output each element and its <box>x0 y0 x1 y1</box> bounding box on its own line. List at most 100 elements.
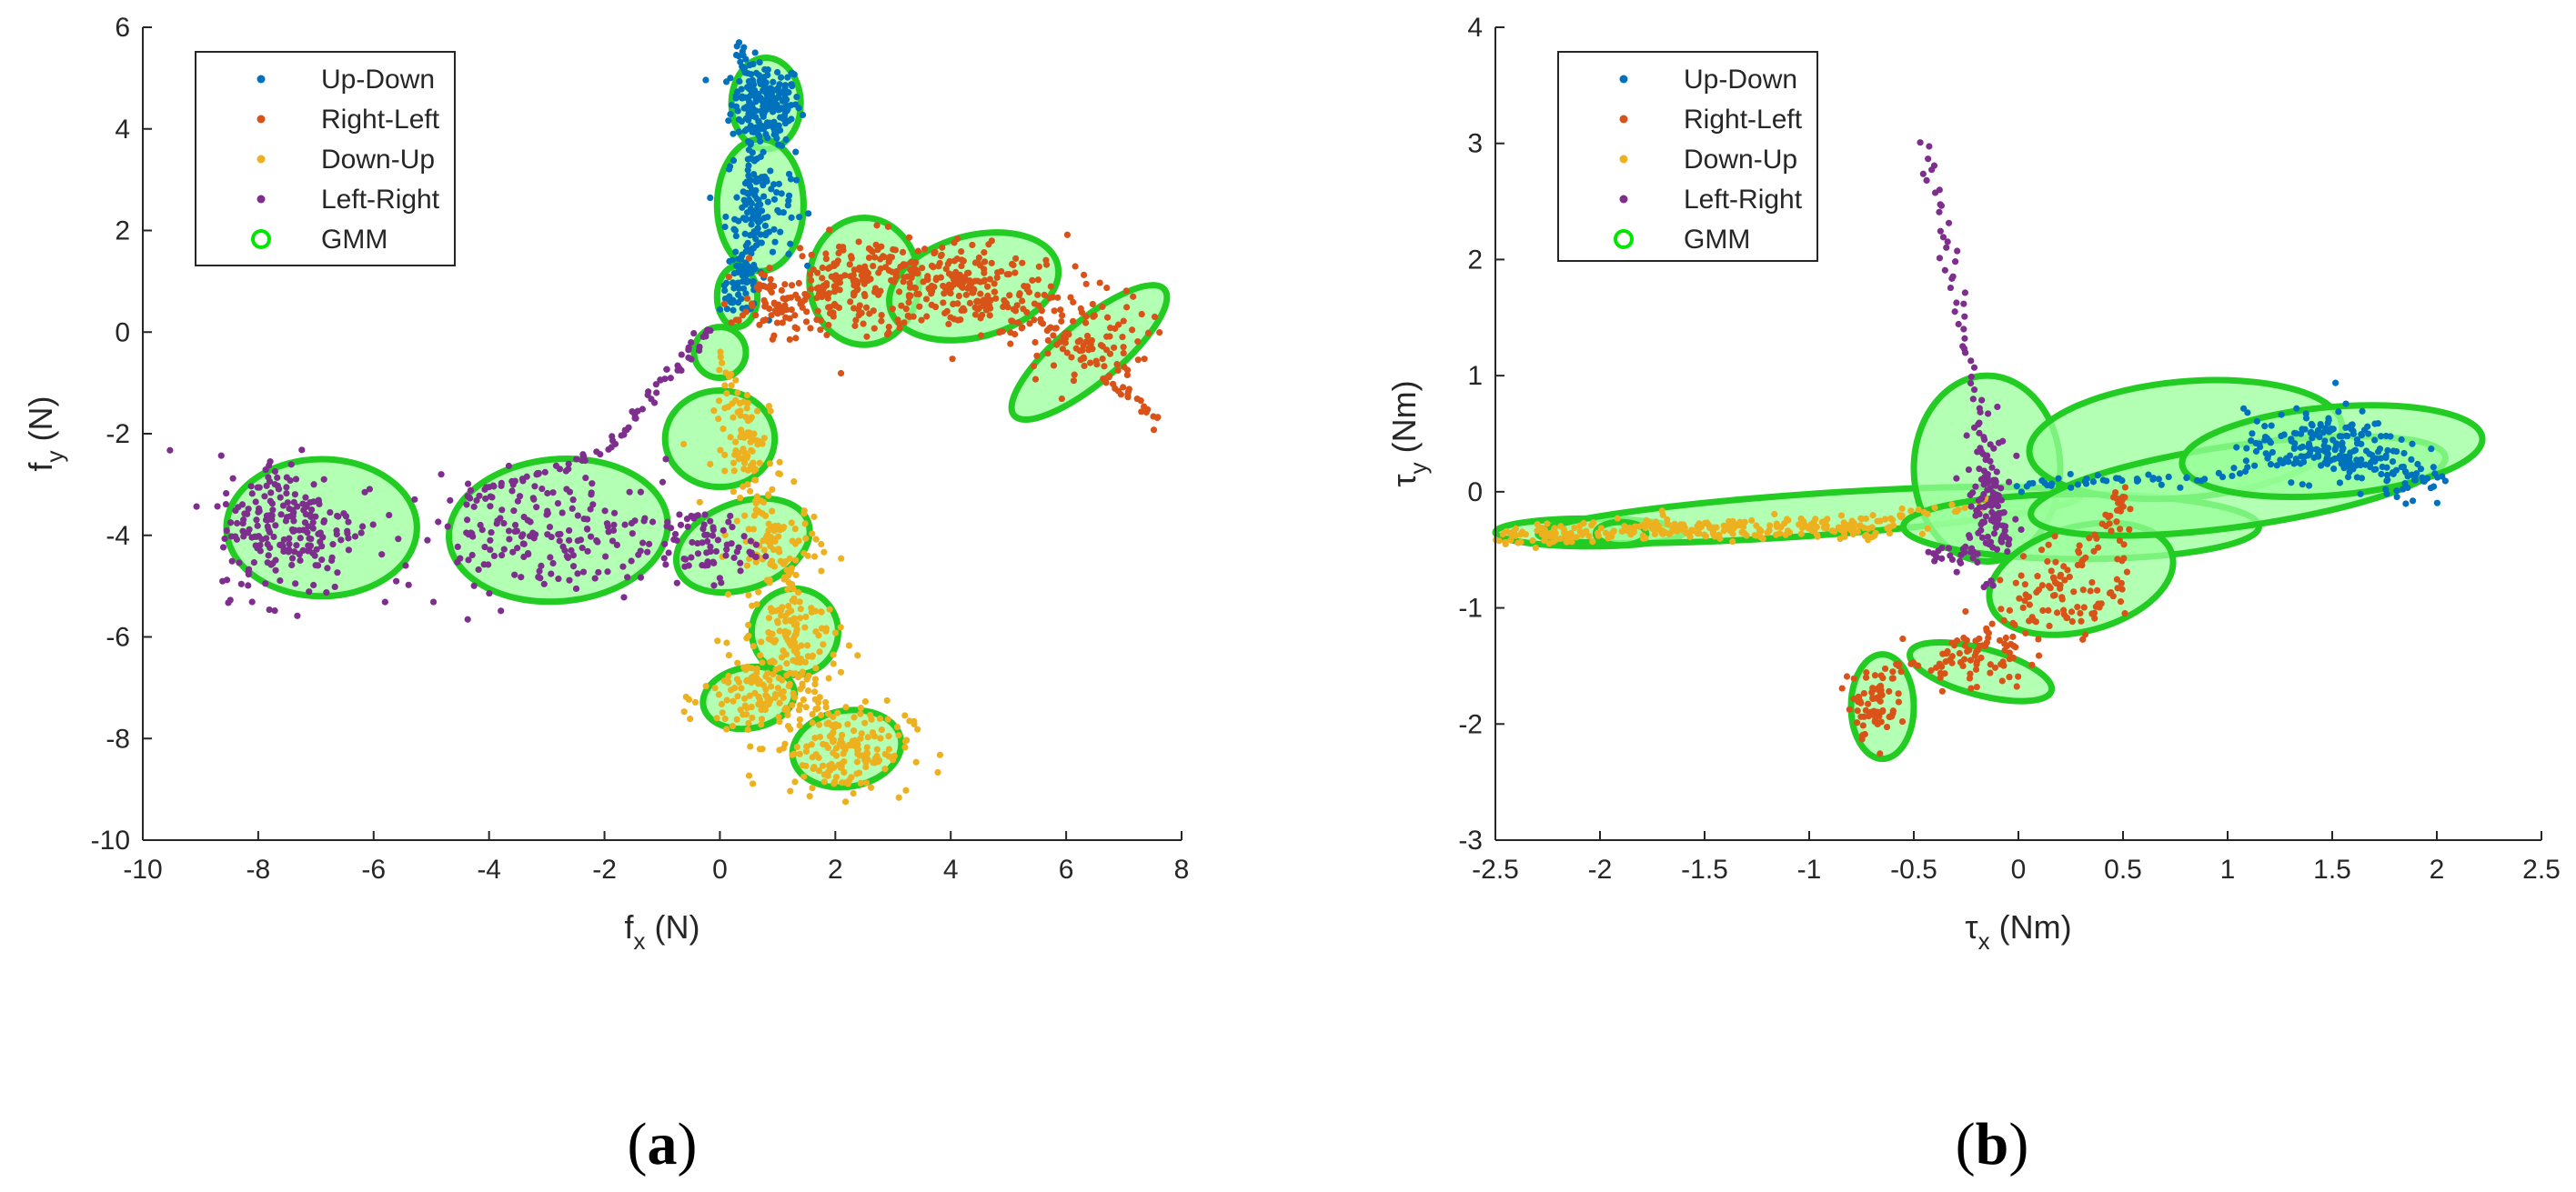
data-point <box>827 304 834 311</box>
data-point <box>776 90 783 97</box>
data-point <box>671 530 679 538</box>
data-point <box>2360 426 2369 434</box>
data-point <box>749 245 756 252</box>
data-point <box>1984 410 1992 417</box>
data-point <box>289 512 297 520</box>
data-point <box>2006 649 2014 656</box>
data-point <box>836 286 843 294</box>
data-point <box>1801 522 1809 529</box>
data-point <box>775 122 782 129</box>
data-point <box>830 749 837 756</box>
data-point <box>799 680 806 687</box>
data-point <box>1871 532 1878 539</box>
data-point <box>2044 557 2051 566</box>
data-point <box>569 552 577 559</box>
data-point <box>760 435 768 442</box>
data-point <box>2145 471 2152 478</box>
data-point <box>1797 530 1805 537</box>
data-point <box>724 591 732 598</box>
data-point <box>2257 444 2264 451</box>
data-point <box>1976 466 1983 473</box>
data-point <box>2243 445 2250 452</box>
data-point <box>764 696 771 704</box>
data-point <box>860 320 867 327</box>
data-point <box>788 81 795 88</box>
data-point <box>993 274 1001 281</box>
data-point <box>1836 536 1844 543</box>
data-point <box>2414 460 2421 468</box>
data-point <box>836 279 844 286</box>
data-point <box>264 523 271 530</box>
data-point <box>746 98 753 105</box>
data-point <box>765 87 772 95</box>
data-point <box>245 568 252 576</box>
data-point <box>538 485 546 493</box>
data-point <box>761 82 769 89</box>
data-point <box>619 563 627 570</box>
data-point <box>729 299 737 306</box>
data-point <box>1972 512 1979 519</box>
data-point <box>298 446 306 454</box>
data-point <box>1915 506 1922 514</box>
data-point <box>746 429 753 436</box>
data-point <box>2080 604 2088 611</box>
data-point <box>245 582 252 589</box>
data-point <box>2060 611 2068 618</box>
data-point <box>818 540 825 548</box>
x-tick-label: 0 <box>2011 855 2027 885</box>
data-point <box>1059 346 1067 353</box>
data-point <box>2068 617 2076 626</box>
data-point <box>1886 529 1894 537</box>
data-point <box>271 607 278 615</box>
data-point <box>988 237 995 245</box>
data-point <box>1507 536 1514 544</box>
data-point <box>2350 427 2357 435</box>
data-point <box>263 512 270 519</box>
data-point <box>770 101 778 108</box>
data-point <box>710 559 718 566</box>
data-point <box>765 491 772 498</box>
data-point <box>265 474 272 481</box>
data-point <box>837 369 845 377</box>
data-point <box>1948 501 1956 508</box>
data-point <box>487 546 494 554</box>
data-point <box>530 535 538 542</box>
data-point <box>775 180 783 187</box>
data-point <box>1129 326 1136 334</box>
data-point <box>255 508 262 516</box>
data-point <box>644 548 651 556</box>
data-point <box>2398 436 2405 444</box>
data-point <box>817 326 824 334</box>
data-point <box>735 317 742 325</box>
data-point <box>1010 261 1017 269</box>
data-point <box>2121 609 2128 617</box>
data-point <box>758 721 765 728</box>
data-point <box>2000 509 2007 516</box>
data-point <box>984 292 991 299</box>
data-point <box>792 148 800 155</box>
data-point <box>886 256 893 264</box>
data-point <box>752 541 760 548</box>
data-point <box>498 479 505 486</box>
data-point <box>2083 476 2090 483</box>
data-point <box>751 476 759 484</box>
data-point <box>286 546 293 553</box>
data-point <box>306 588 313 596</box>
data-point <box>2068 608 2076 616</box>
data-point <box>743 189 750 196</box>
data-point <box>2076 542 2083 549</box>
data-point <box>667 525 675 532</box>
data-point <box>337 536 345 544</box>
data-point <box>1113 360 1121 368</box>
data-point <box>511 527 518 536</box>
data-point <box>1939 234 1947 241</box>
data-point <box>1978 534 1987 541</box>
x-tick-label: -10 <box>123 855 162 885</box>
data-point <box>769 248 777 255</box>
data-point <box>271 467 279 476</box>
data-point <box>2324 460 2331 467</box>
data-point <box>2001 640 2008 647</box>
data-point <box>1982 539 1989 546</box>
